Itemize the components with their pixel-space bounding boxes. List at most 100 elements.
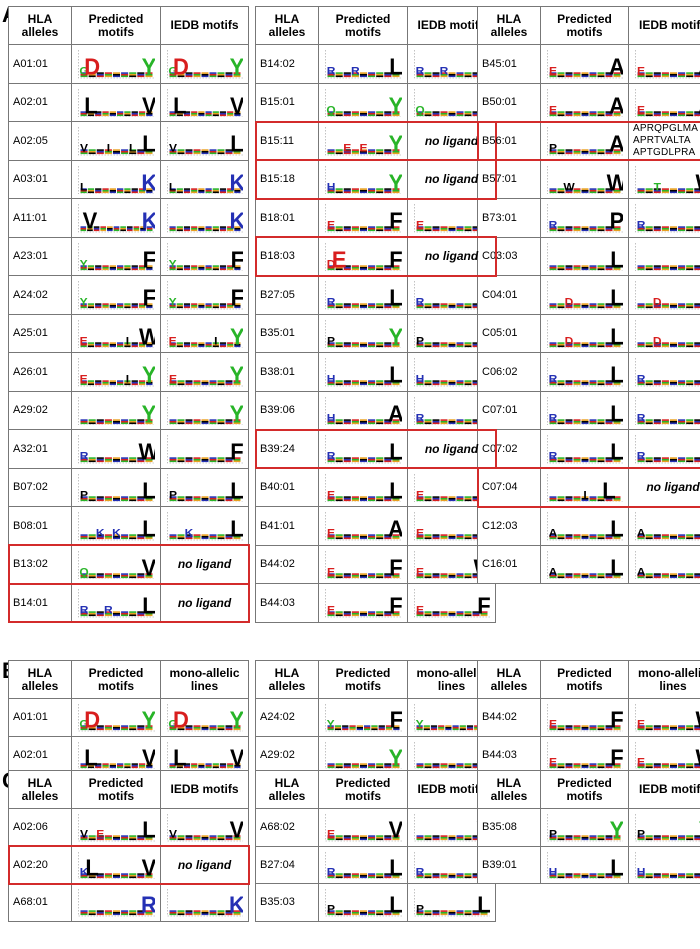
- logo-residue-band: [102, 766, 109, 768]
- logo-residue-band: [605, 418, 613, 421]
- logo-residue-band: [327, 460, 335, 463]
- logo-residue-band: [565, 149, 573, 151]
- logo-residue-band: [80, 380, 87, 382]
- logo-letter: F: [143, 285, 155, 309]
- logo-residue-band: [605, 422, 613, 424]
- no-ligand-label: no ligand: [407, 159, 496, 199]
- logo-residue-band: [645, 457, 653, 459]
- logo-residue-band: [112, 497, 121, 499]
- logo-residue-band: [613, 114, 621, 116]
- logo-residue-band: [581, 72, 589, 74]
- logo-residue-band: [137, 725, 145, 727]
- logo-residue-band: [573, 191, 581, 193]
- logo-residue-band: [95, 345, 102, 347]
- logo-residue-band: [359, 876, 368, 878]
- logo-residue-band: [177, 913, 185, 916]
- allele-name: A68:01: [8, 883, 72, 922]
- logo-residue-band: [694, 304, 700, 307]
- logo-residue-band: [392, 499, 400, 501]
- logo-residue-band: [581, 764, 589, 766]
- logo-residue-band: [605, 728, 613, 731]
- logo-residue-band: [145, 835, 153, 837]
- logo-residue-band: [129, 872, 137, 875]
- logo-residue-band: [653, 874, 661, 876]
- logo-residue-band: [384, 381, 392, 384]
- logo-residue-band: [212, 112, 219, 114]
- logo-residue-band: [565, 229, 573, 232]
- logo-residue-band: [589, 75, 597, 78]
- logo-residue-band: [384, 418, 392, 421]
- logo-residue-band: [137, 458, 145, 461]
- logo-residue-band: [183, 343, 191, 345]
- logo-residue-band: [198, 114, 205, 116]
- logo-residue-band: [661, 458, 669, 461]
- logo-residue-band: [185, 458, 193, 461]
- logo-residue-band: [368, 499, 376, 501]
- logo-residue-band: [368, 876, 376, 878]
- logo-letter: A: [388, 516, 402, 540]
- logo-residue-band: [440, 534, 448, 536]
- logo-residue-band: [432, 614, 440, 617]
- logo-residue-band: [637, 304, 645, 307]
- logo-residue-band: [225, 150, 233, 153]
- logo-residue-band: [669, 457, 678, 459]
- logo-residue-band: [121, 574, 129, 576]
- logo-residue-band: [416, 226, 424, 228]
- logo-residue-band: [96, 422, 104, 424]
- logo-residue-band: [694, 226, 700, 228]
- logo-residue-band: [376, 458, 384, 461]
- logo-residue-band: [176, 266, 183, 268]
- logo-residue-band: [177, 728, 185, 731]
- logo-residue-band: [573, 72, 581, 74]
- logo-residue-band: [212, 762, 219, 765]
- logo-residue-band: [146, 306, 153, 309]
- logo-residue-band: [605, 381, 613, 384]
- logo-residue-band: [335, 836, 343, 839]
- logo-residue-band: [581, 422, 589, 424]
- allele-name: B35:01: [255, 313, 319, 353]
- logo-residue-band: [549, 306, 557, 309]
- logo-residue-band: [565, 112, 573, 114]
- logo-residue-band: [376, 535, 384, 538]
- logo-residue-band: [368, 537, 376, 540]
- logo-residue-band: [694, 383, 700, 386]
- logo-residue-band: [549, 150, 557, 153]
- logo-residue-band: [581, 726, 589, 729]
- logo-residue-band: [637, 764, 645, 766]
- table-row: C06:02RLRL: [477, 352, 700, 392]
- logo-residue-band: [456, 911, 464, 914]
- logo-residue-band: [169, 227, 176, 230]
- logo-residue-band: [597, 227, 605, 230]
- sequence-logo: LK: [78, 165, 155, 194]
- logo-residue-band: [104, 728, 112, 731]
- logo-residue-band: [416, 303, 424, 305]
- logo-residue-band: [669, 72, 678, 74]
- logo-residue-band: [678, 341, 686, 344]
- logo-residue-band: [557, 838, 565, 841]
- sequence-logo: EA: [635, 88, 700, 117]
- logo-letter: Y: [389, 93, 402, 117]
- logo-letter: Y: [389, 170, 402, 194]
- logo-residue-band: [557, 191, 565, 193]
- logo-residue-band: [440, 345, 448, 347]
- logo-residue-band: [448, 422, 456, 424]
- logo-residue-band: [694, 726, 700, 729]
- logo-residue-band: [80, 611, 88, 613]
- logo-residue-band: [456, 612, 464, 615]
- logo-residue-band: [88, 911, 96, 914]
- logo-residue-band: [573, 876, 581, 878]
- logo-residue-band: [448, 876, 456, 878]
- logo-residue-band: [169, 343, 176, 345]
- logo-residue-band: [392, 227, 400, 230]
- logo-residue-band: [327, 150, 335, 153]
- logo-residue-band: [140, 229, 146, 232]
- logo-residue-band: [464, 576, 472, 578]
- logo-residue-band: [351, 226, 359, 228]
- logo-residue-band: [198, 343, 205, 345]
- logo-residue-band: [138, 341, 146, 344]
- logo-letter: Y: [389, 324, 402, 348]
- logo-residue-band: [565, 835, 573, 837]
- logo-residue-band: [440, 341, 448, 344]
- logo-residue-band: [225, 420, 233, 422]
